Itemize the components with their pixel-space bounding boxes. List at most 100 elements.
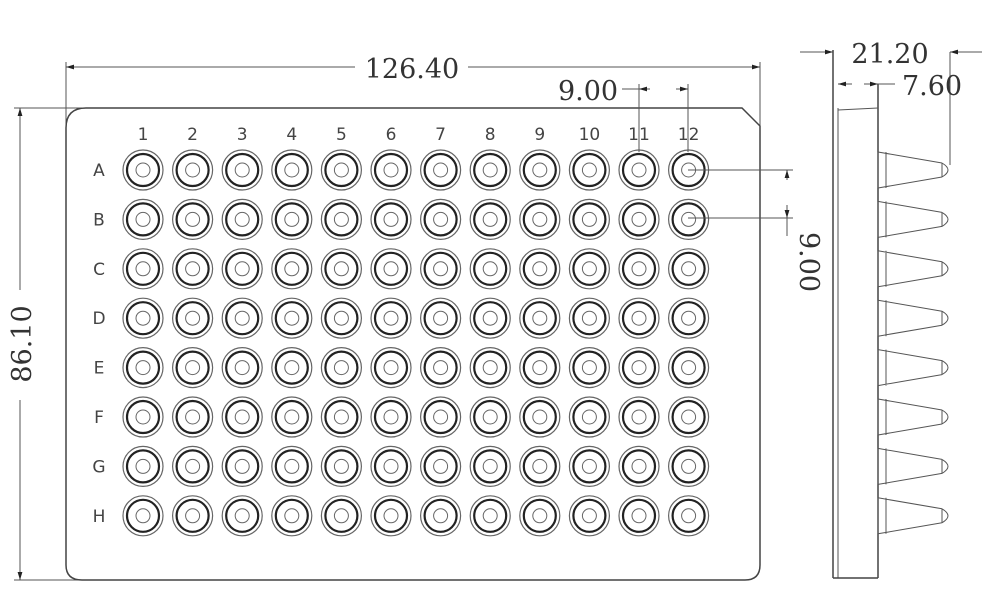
well xyxy=(271,347,313,389)
well xyxy=(172,297,214,339)
well xyxy=(221,149,263,191)
well xyxy=(420,248,462,290)
column-label: 5 xyxy=(336,125,347,145)
well xyxy=(172,347,214,389)
column-label: 6 xyxy=(386,125,397,145)
well xyxy=(271,198,313,240)
well xyxy=(618,198,660,240)
well xyxy=(122,248,164,290)
column-label: 3 xyxy=(237,125,248,145)
well xyxy=(370,248,412,290)
row-label: B xyxy=(93,210,105,230)
column-labels: 1 2 3 4 5 6 7 8 9 10 11 12 xyxy=(138,125,700,145)
well xyxy=(568,396,611,438)
well xyxy=(568,297,611,339)
well xyxy=(469,198,511,240)
pitch-horizontal-label: 9.00 xyxy=(558,76,618,107)
well xyxy=(370,149,412,191)
well xyxy=(618,445,660,487)
well xyxy=(667,445,710,487)
tube-profile xyxy=(877,299,949,337)
well xyxy=(122,297,164,339)
well xyxy=(420,445,462,487)
well xyxy=(122,198,164,240)
well xyxy=(172,445,214,487)
width-dimension: 126.40 xyxy=(65,54,761,300)
row-label: G xyxy=(92,457,105,477)
well xyxy=(568,248,611,290)
plate-outline xyxy=(65,107,761,581)
well xyxy=(469,495,511,537)
well xyxy=(469,396,511,438)
well xyxy=(667,396,710,438)
tube-profile xyxy=(877,447,949,485)
well xyxy=(172,495,214,537)
well xyxy=(568,347,611,389)
well xyxy=(271,248,313,290)
well xyxy=(271,445,313,487)
skirt-dimension: 7.60 xyxy=(838,71,962,102)
well xyxy=(420,347,462,389)
well xyxy=(221,347,263,389)
well xyxy=(667,495,710,537)
well xyxy=(172,396,214,438)
row-label: F xyxy=(94,408,104,428)
well xyxy=(320,445,362,487)
well xyxy=(420,149,462,191)
tube-profile xyxy=(877,250,949,288)
well xyxy=(221,445,263,487)
well xyxy=(618,495,660,537)
well xyxy=(618,297,660,339)
tube-profile xyxy=(877,497,949,535)
well xyxy=(519,347,561,389)
well xyxy=(221,297,263,339)
column-label: 8 xyxy=(485,125,496,145)
well xyxy=(370,396,412,438)
well-grid xyxy=(122,149,710,537)
well xyxy=(519,297,561,339)
well xyxy=(568,495,611,537)
pitch-vertical-label: 9.00 xyxy=(793,232,824,292)
row-label: C xyxy=(93,260,105,280)
tube-profile xyxy=(877,151,949,189)
well xyxy=(221,248,263,290)
column-label: 10 xyxy=(579,125,601,145)
well xyxy=(271,396,313,438)
well xyxy=(519,396,561,438)
well xyxy=(469,347,511,389)
well xyxy=(618,347,660,389)
well xyxy=(122,495,164,537)
well xyxy=(271,149,313,191)
well xyxy=(221,198,263,240)
well xyxy=(667,297,710,339)
column-label: 4 xyxy=(286,125,297,145)
skirt-height-label: 7.60 xyxy=(902,71,962,102)
well xyxy=(420,198,462,240)
side-height-dimension: 21.20 xyxy=(800,39,982,165)
column-label: 1 xyxy=(138,125,149,145)
tube-profile xyxy=(877,398,949,436)
well xyxy=(519,445,561,487)
well xyxy=(568,198,611,240)
well xyxy=(172,198,214,240)
column-label: 2 xyxy=(187,125,198,145)
well xyxy=(618,248,660,290)
side-view xyxy=(832,50,949,579)
well xyxy=(618,396,660,438)
well xyxy=(271,297,313,339)
width-label: 126.40 xyxy=(365,54,459,85)
well xyxy=(519,198,561,240)
tube-profile xyxy=(877,349,949,387)
well xyxy=(469,248,511,290)
well xyxy=(667,248,710,290)
well xyxy=(320,149,362,191)
tube-profile xyxy=(877,200,949,238)
well xyxy=(667,347,710,389)
well xyxy=(320,396,362,438)
column-label: 12 xyxy=(678,125,700,145)
column-label: 7 xyxy=(435,125,446,145)
well xyxy=(221,396,263,438)
well xyxy=(172,149,214,191)
well xyxy=(568,445,611,487)
row-label: A xyxy=(93,161,105,181)
